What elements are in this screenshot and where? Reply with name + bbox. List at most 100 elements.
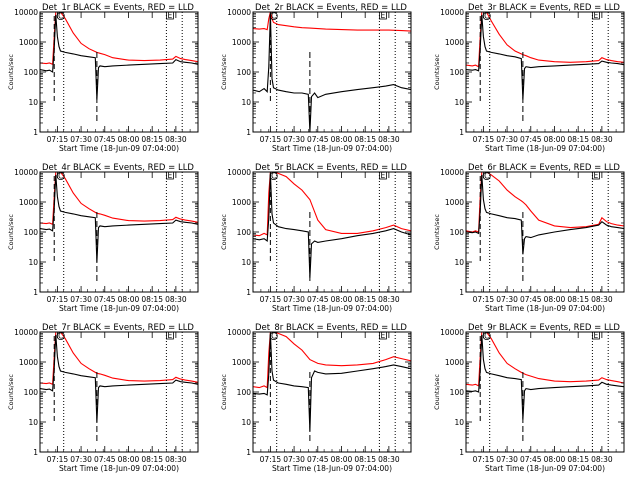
x-tick-label: 08:30: [591, 295, 613, 304]
y-tick-label: 100: [237, 228, 252, 237]
e-flag-label: E: [594, 331, 599, 340]
y-tick-label: 1000: [232, 198, 251, 207]
x-tick-label: 07:45: [520, 135, 542, 144]
x-tick-label: 07:45: [520, 455, 542, 464]
x-tick-label: 07:30: [283, 455, 305, 464]
panel-title: Det_5r BLACK = Events, RED = LLD: [255, 163, 407, 173]
c-flag-label: C: [484, 332, 489, 341]
y-tick-label: 1000: [19, 358, 38, 367]
y-tick-label: 100: [24, 228, 39, 237]
y-tick-label: 10: [28, 258, 38, 267]
x-tick-label: 08:15: [141, 135, 163, 144]
x-tick-label: 08:30: [165, 295, 187, 304]
panel-title: Det_8r BLACK = Events, RED = LLD: [255, 323, 407, 333]
x-axis-label: Start Time (18-Jun-09 07:04:00): [59, 144, 179, 153]
x-axis-label: Start Time (18-Jun-09 07:04:00): [59, 304, 179, 313]
x-tick-label: 07:15: [47, 455, 69, 464]
y-tick-label: 100: [237, 388, 252, 397]
c-flag-label: C: [58, 332, 63, 341]
c-flag-label: C: [58, 172, 63, 181]
x-tick-label: 07:15: [473, 135, 495, 144]
x-tick-label: 07:15: [473, 455, 495, 464]
x-tick-label: 08:15: [141, 455, 163, 464]
y-tick-label: 10: [28, 418, 38, 427]
y-tick-label: 10: [28, 98, 38, 107]
x-tick-label: 08:15: [567, 295, 589, 304]
events-series-line: [253, 173, 411, 278]
x-axis-label: Start Time (18-Jun-09 07:04:00): [272, 304, 392, 313]
events-series-line: [466, 174, 624, 255]
x-tick-label: 07:30: [496, 455, 518, 464]
x-tick-label: 08:30: [165, 135, 187, 144]
y-axis-label: Counts/sec: [433, 54, 441, 90]
x-tick-label: 08:15: [567, 135, 589, 144]
y-tick-label: 10000: [440, 8, 464, 17]
x-tick-label: 07:45: [94, 455, 116, 464]
panel-title: Det_1r BLACK = Events, RED = LLD: [42, 3, 194, 13]
y-tick-label: 1: [33, 128, 38, 137]
c-flag-label: C: [484, 12, 489, 21]
x-tick-label: 07:45: [307, 295, 329, 304]
y-tick-label: 100: [450, 228, 465, 237]
x-tick-label: 08:00: [118, 295, 140, 304]
x-tick-label: 08:15: [354, 135, 376, 144]
y-tick-label: 10000: [440, 328, 464, 337]
lld-series-line: [40, 172, 198, 226]
e-flag-label: E: [381, 11, 386, 20]
x-tick-label: 08:00: [118, 135, 140, 144]
panel-title: Det_9r BLACK = Events, RED = LLD: [468, 323, 620, 333]
x-tick-label: 07:45: [307, 455, 329, 464]
panel-title: Det_3r BLACK = Events, RED = LLD: [468, 3, 620, 13]
c-flag-label: C: [271, 12, 276, 21]
y-tick-label: 10: [454, 418, 464, 427]
x-tick-label: 07:15: [260, 295, 282, 304]
c-flag-label: C: [271, 332, 276, 341]
e-flag-label: E: [381, 331, 386, 340]
events-series-line: [466, 334, 624, 420]
events-series-line: [466, 14, 624, 100]
x-tick-label: 08:30: [378, 135, 400, 144]
x-tick-label: 07:30: [70, 135, 92, 144]
y-tick-label: 1: [459, 288, 464, 297]
y-tick-label: 1: [459, 128, 464, 137]
y-tick-label: 1: [33, 288, 38, 297]
y-tick-label: 10: [454, 258, 464, 267]
x-tick-label: 07:15: [473, 295, 495, 304]
panel-title: Det_4r BLACK = Events, RED = LLD: [42, 163, 194, 173]
x-tick-label: 07:45: [94, 135, 116, 144]
x-tick-label: 07:45: [94, 295, 116, 304]
x-tick-label: 07:30: [70, 295, 92, 304]
x-tick-label: 08:30: [378, 295, 400, 304]
x-tick-label: 07:45: [520, 295, 542, 304]
y-axis-label: Counts/sec: [7, 374, 15, 410]
x-tick-label: 08:30: [165, 455, 187, 464]
y-tick-label: 1000: [19, 198, 38, 207]
y-tick-label: 10000: [14, 168, 38, 177]
lld-series-line: [40, 332, 198, 386]
x-axis-label: Start Time (18-Jun-09 07:04:00): [485, 304, 605, 313]
y-tick-label: 100: [237, 68, 252, 77]
x-tick-label: 07:30: [283, 135, 305, 144]
y-tick-label: 100: [450, 68, 465, 77]
e-flag-label: E: [168, 331, 173, 340]
lld-series-line: [40, 12, 198, 66]
y-tick-label: 10000: [14, 8, 38, 17]
y-tick-label: 10000: [227, 328, 251, 337]
y-tick-label: 100: [24, 388, 39, 397]
x-tick-label: 08:00: [118, 455, 140, 464]
y-tick-label: 1: [246, 128, 251, 137]
y-axis-label: Counts/sec: [7, 54, 15, 90]
panel-title: Det_2r BLACK = Events, RED = LLD: [255, 3, 407, 13]
x-tick-label: 07:15: [47, 295, 69, 304]
panel-title: Det_7r BLACK = Events, RED = LLD: [42, 323, 194, 333]
c-flag-label: C: [484, 172, 489, 181]
y-tick-label: 10000: [227, 8, 251, 17]
events-series-line: [40, 334, 198, 423]
x-tick-label: 08:00: [544, 295, 566, 304]
c-flag-label: C: [271, 172, 276, 181]
y-tick-label: 10: [241, 258, 251, 267]
